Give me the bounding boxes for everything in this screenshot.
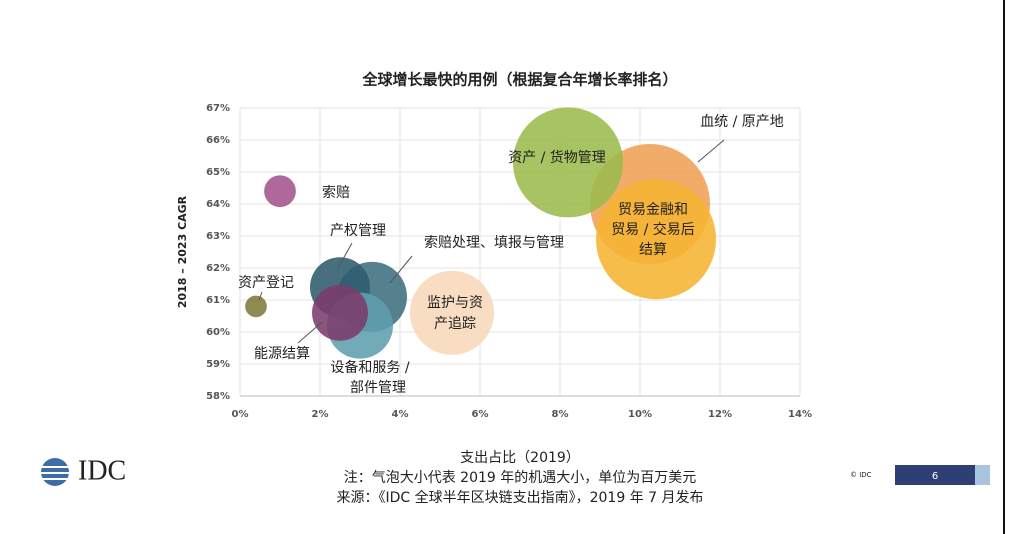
leader-line: [258, 291, 263, 301]
bubble: [264, 175, 296, 208]
y-tick-label: 67%: [206, 103, 230, 114]
bubble-label: 监护与资: [427, 295, 483, 311]
bubble-label: 贸易金融和: [618, 202, 688, 218]
leader-line: [297, 321, 323, 344]
y-tick-label: 64%: [206, 199, 230, 210]
copyright: © IDC: [850, 471, 872, 479]
y-tick-label: 62%: [206, 263, 230, 274]
bubble-label: 资产登记: [238, 275, 294, 291]
x-tick-label: 14%: [788, 409, 812, 420]
bubble: [410, 270, 494, 355]
x-tick-label: 6%: [472, 409, 489, 420]
bubble-label: 贸易 / 交易后: [611, 221, 695, 238]
bubble-label: 血统 / 原产地: [700, 114, 784, 130]
x-tick-label: 2%: [312, 409, 329, 420]
page-box-accent: [975, 465, 990, 485]
x-axis-label: 支出占比（2019）: [460, 450, 580, 466]
x-tick-label: 10%: [628, 409, 652, 420]
leader-line: [337, 242, 353, 269]
bubble-label: 产追踪: [434, 316, 476, 332]
leader-line: [697, 139, 725, 163]
border: [1003, 0, 1005, 534]
note: 注：气泡大小代表 2019 年的机遇大小，单位为百万美元: [344, 470, 697, 486]
page-box: [895, 465, 975, 485]
source: 来源：《IDC 全球半年区块链支出指南》，2019 年 7 月发布: [336, 489, 703, 506]
chart-title: 全球增长最快的用例（根据复合年增长率排名）: [361, 71, 677, 89]
bubble-label: 结算: [639, 242, 667, 258]
y-tick-label: 59%: [206, 359, 230, 370]
x-tick-label: 12%: [708, 409, 732, 420]
bubble-label: 索赔处理、填报与管理: [424, 234, 564, 251]
bubble-label: 索赔: [322, 184, 350, 201]
y-tick-label: 61%: [206, 295, 230, 306]
x-tick-label: 8%: [552, 409, 569, 420]
bubble-label: 产权管理: [330, 223, 386, 239]
bubble: [245, 295, 267, 318]
x-tick-label: 4%: [392, 409, 409, 420]
bubble-label: 资产 / 货物管理: [508, 149, 606, 166]
y-tick-label: 58%: [206, 391, 230, 402]
bubble-label: 部件管理: [350, 380, 406, 396]
y-tick-label: 65%: [206, 167, 230, 178]
logo-mark: [38, 458, 72, 486]
bubble: [312, 284, 368, 341]
page-number: 6: [932, 471, 938, 482]
y-tick-label: 63%: [206, 231, 230, 242]
leader-line: [389, 255, 413, 284]
bubble-label: 能源结算: [254, 346, 310, 362]
logo: IDC: [78, 455, 126, 486]
y-tick-label: 66%: [206, 135, 230, 146]
y-axis-label: 2018 – 2023 CAGR: [176, 195, 189, 308]
bubble: [596, 179, 716, 300]
y-tick-label: 60%: [206, 327, 230, 338]
bubble-label: 设备和服务 /: [330, 359, 409, 376]
x-tick-label: 0%: [232, 409, 249, 420]
bubble: [513, 107, 623, 218]
